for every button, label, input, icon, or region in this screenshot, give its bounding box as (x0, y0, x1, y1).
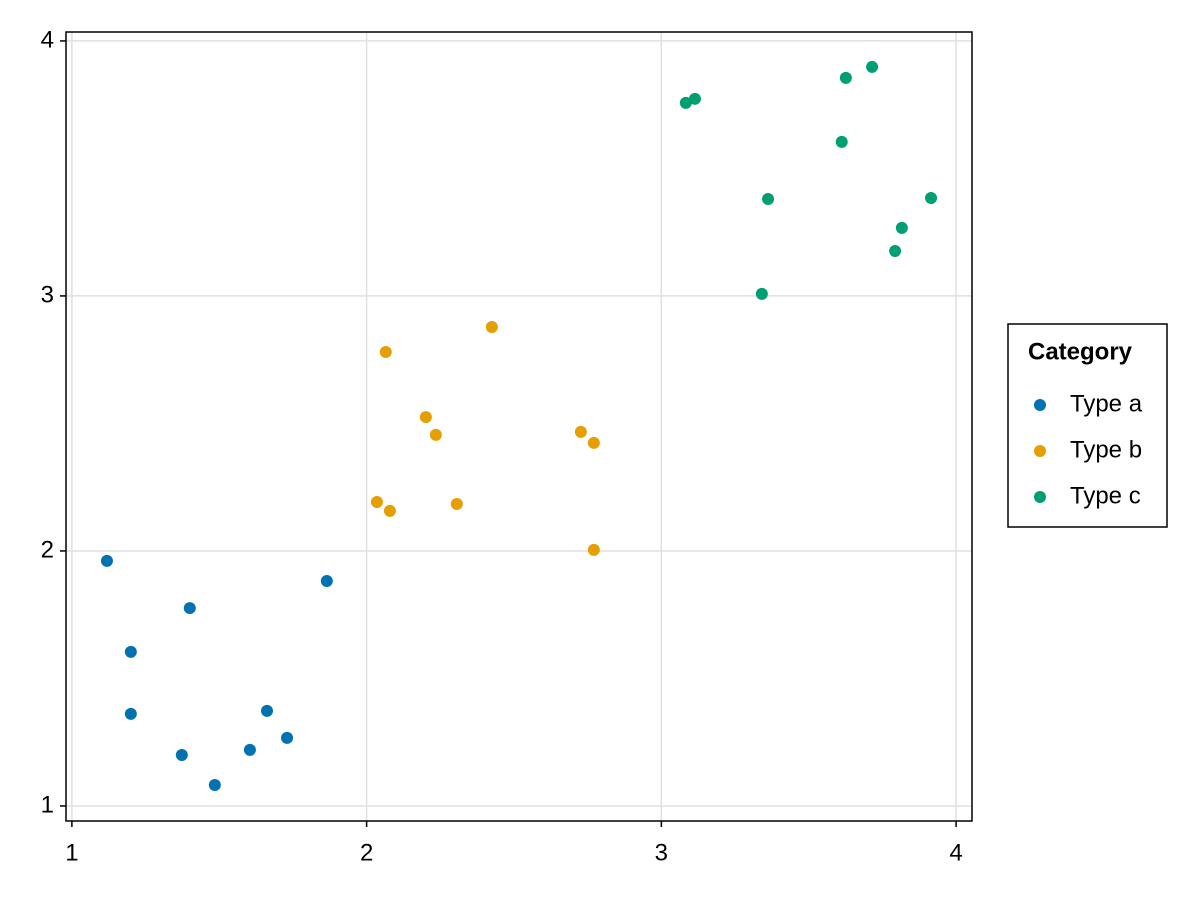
x-tick-label: 2 (360, 839, 373, 866)
point (370, 495, 383, 508)
legend-box (1007, 323, 1168, 528)
point (587, 436, 600, 449)
point (925, 192, 938, 205)
point (320, 575, 333, 588)
point (124, 645, 137, 658)
point (835, 135, 848, 148)
point (124, 707, 137, 720)
point (866, 60, 879, 73)
point (587, 543, 600, 556)
point (762, 193, 775, 206)
point (429, 428, 442, 441)
plot-frame (65, 31, 973, 822)
point (243, 743, 256, 756)
legend-title: Category (1028, 338, 1133, 365)
y-tick-label: 2 (41, 536, 54, 563)
point (839, 71, 852, 84)
legend-marker (1034, 491, 1046, 503)
y-tick-label: 3 (41, 281, 54, 308)
legend-label: Type c (1070, 482, 1141, 509)
point (450, 498, 463, 511)
y-tick-label: 4 (41, 26, 54, 53)
point (383, 504, 396, 517)
point (679, 96, 692, 109)
point (419, 411, 432, 424)
x-tick-label: 3 (655, 839, 668, 866)
point (755, 287, 768, 300)
point (485, 321, 498, 334)
legend-marker (1034, 445, 1046, 457)
x-tick-label: 1 (65, 839, 78, 866)
x-tick-label: 4 (949, 839, 962, 866)
point (379, 346, 392, 359)
point (281, 731, 294, 744)
legend-label: Type b (1070, 436, 1142, 463)
point (895, 221, 908, 234)
y-tick-label: 1 (41, 791, 54, 818)
point (688, 92, 701, 105)
point (183, 602, 196, 615)
legend-label: Type a (1070, 390, 1143, 417)
point (261, 704, 274, 717)
point (100, 554, 113, 567)
point (208, 779, 221, 792)
point (889, 245, 902, 258)
legend-marker (1034, 399, 1046, 411)
point (175, 748, 188, 761)
point (574, 425, 587, 438)
